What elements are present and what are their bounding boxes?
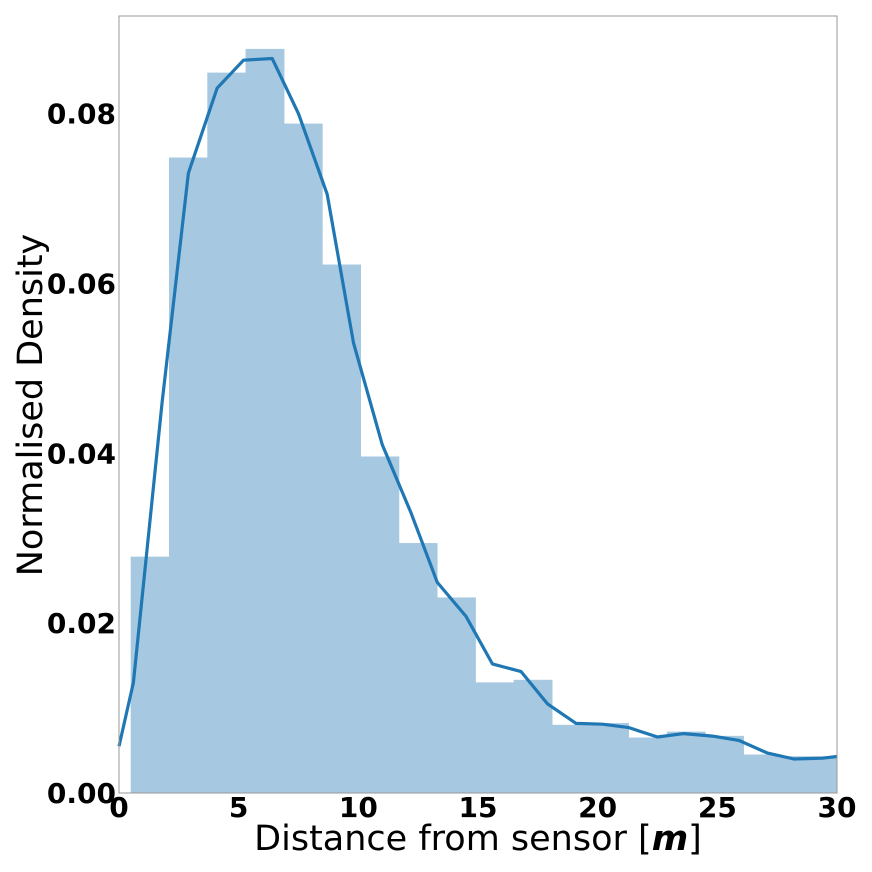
histogram-bar bbox=[169, 157, 208, 794]
histogram-bar bbox=[628, 737, 668, 794]
histogram-bar bbox=[437, 597, 476, 794]
x-tick-label: 30 bbox=[818, 791, 857, 824]
histogram-bar bbox=[590, 723, 630, 794]
x-tick-label: 15 bbox=[459, 791, 498, 824]
y-tick-label: 0.02 bbox=[47, 607, 116, 640]
y-tick-label: 0.00 bbox=[47, 777, 116, 810]
histogram-bar bbox=[781, 756, 838, 794]
histogram-bar bbox=[743, 754, 783, 794]
x-axis-label-suffix: ] bbox=[688, 819, 702, 859]
histogram-bar bbox=[398, 543, 438, 794]
histogram-bar bbox=[207, 72, 247, 794]
histogram-bar bbox=[245, 48, 285, 794]
plot-frame bbox=[118, 15, 838, 794]
y-tick-label: 0.08 bbox=[47, 98, 116, 131]
histogram-bar bbox=[705, 735, 744, 794]
x-tick-label: 20 bbox=[578, 791, 617, 824]
x-tick-label: 0 bbox=[109, 791, 128, 824]
histogram-bar bbox=[551, 724, 591, 794]
histogram-bar bbox=[130, 556, 170, 794]
x-axis-label: Distance from sensor [m] bbox=[254, 819, 702, 859]
x-axis-label-prefix: Distance from sensor [ bbox=[254, 819, 652, 859]
x-tick-label: 5 bbox=[229, 791, 248, 824]
histogram-bar bbox=[322, 264, 361, 794]
y-axis-ticks: 0.00 0.02 0.04 0.06 0.08 bbox=[47, 98, 116, 810]
x-tick-label: 10 bbox=[339, 791, 378, 824]
y-tick-label: 0.06 bbox=[47, 267, 116, 300]
x-tick-label: 25 bbox=[698, 791, 737, 824]
histogram-bar bbox=[666, 731, 706, 794]
x-axis-ticks: 0 5 10 15 20 25 30 bbox=[109, 791, 856, 824]
x-axis-label-unit: m bbox=[652, 819, 688, 859]
y-axis-label: Normalised Density bbox=[11, 234, 51, 577]
histogram-bar bbox=[283, 123, 323, 794]
histogram-bar bbox=[360, 456, 400, 794]
histogram-bar bbox=[513, 679, 553, 794]
kde-line bbox=[117, 56, 838, 761]
histogram-bar bbox=[475, 682, 515, 794]
y-tick-label: 0.04 bbox=[47, 437, 116, 470]
histogram-bars bbox=[130, 48, 838, 794]
